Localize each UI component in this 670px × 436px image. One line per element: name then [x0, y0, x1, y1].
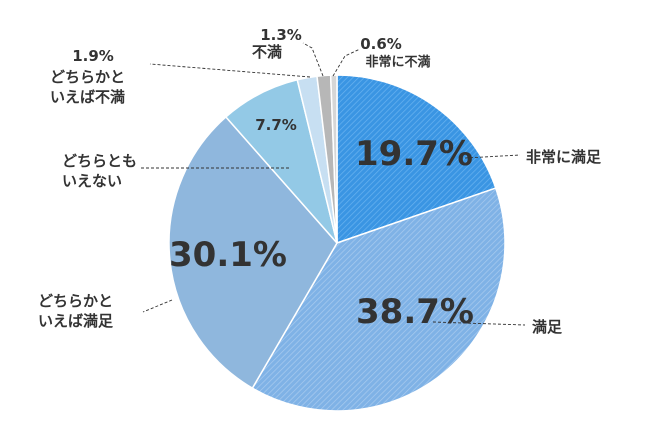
pie-slice-2 — [251, 187, 506, 412]
pie-slice-1 — [336, 74, 497, 245]
slice-3-label-line-2: いえば満足 — [38, 312, 114, 330]
slice-3-label-line-1: どちらかと — [38, 292, 113, 310]
slice-1-label: 非常に満足 — [526, 148, 602, 166]
slice-3-percent: 30.1% — [169, 235, 287, 275]
leader-lines — [140, 42, 526, 326]
slice-7-percent: 0.6% — [360, 35, 402, 53]
leader-line-7 — [332, 48, 361, 77]
slice-5-label-line-2: いえば不満 — [50, 88, 125, 106]
slice-1-percent: 19.7% — [355, 134, 473, 174]
leader-line-5 — [149, 63, 311, 78]
slice-4-label-line-2: いえない — [62, 172, 122, 190]
slice-5-percent: 1.9% — [72, 47, 114, 65]
leader-line-3 — [142, 299, 173, 313]
slice-2-label: 満足 — [532, 318, 563, 336]
slice-5-label-line-1: どちらかと — [50, 68, 125, 86]
slice-6-label: 不満 — [252, 43, 282, 61]
slice-4-label-line-1: どちらとも — [62, 152, 137, 170]
leader-line-1 — [464, 154, 521, 159]
slice-6-percent: 1.3% — [260, 26, 302, 44]
pie-slice-3 — [168, 115, 338, 390]
leader-line-2 — [432, 321, 526, 326]
slice-2-percent: 38.7% — [356, 292, 474, 332]
leader-line-6 — [302, 42, 324, 77]
slice-4-percent: 7.7% — [255, 116, 297, 134]
pie-slices — [168, 74, 506, 412]
slice-7-label: 非常に不満 — [365, 54, 430, 70]
